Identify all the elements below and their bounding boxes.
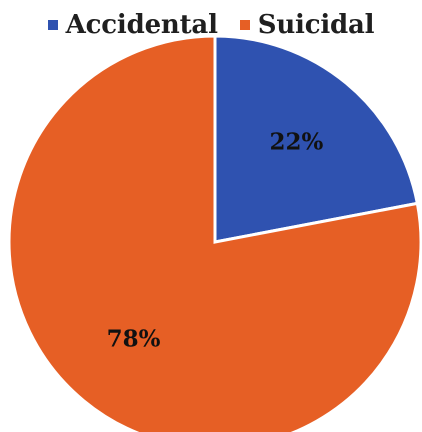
slice-label-suicidal: 78% (107, 325, 161, 352)
slice-label-accidental: 22% (269, 129, 323, 156)
